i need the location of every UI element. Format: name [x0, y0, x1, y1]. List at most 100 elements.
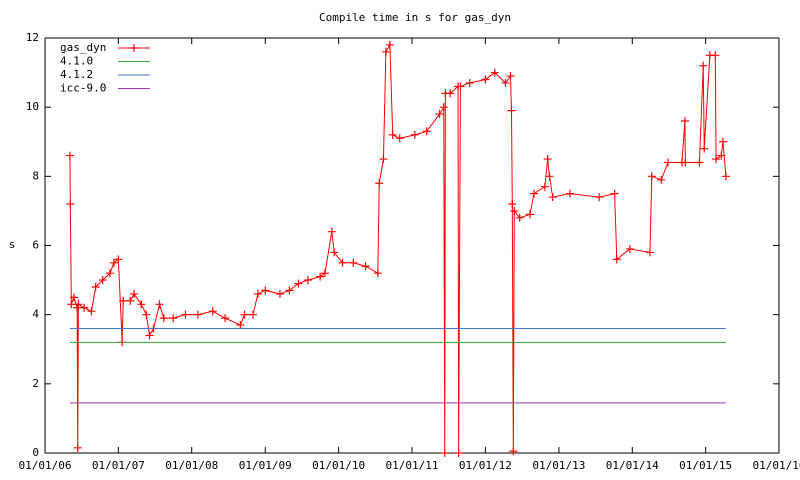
- legend-marker: [130, 44, 138, 52]
- point-marker: [507, 106, 516, 115]
- point-marker: [481, 75, 490, 84]
- point-marker: [440, 449, 449, 457]
- point-marker: [130, 289, 139, 298]
- point-marker: [261, 286, 270, 295]
- point-marker: [612, 255, 621, 264]
- point-marker: [375, 179, 384, 188]
- legend-label: gas_dyn: [60, 41, 106, 54]
- x-tick-label: 01/01/11: [386, 459, 439, 472]
- y-tick-label: 2: [32, 377, 39, 390]
- point-marker: [65, 151, 74, 160]
- point-marker: [109, 258, 118, 267]
- point-marker: [545, 172, 554, 181]
- point-marker: [105, 269, 114, 278]
- x-tick-label: 01/01/13: [532, 459, 585, 472]
- point-marker: [73, 303, 82, 312]
- point-marker: [253, 289, 262, 298]
- x-tick-label: 01/01/09: [239, 459, 292, 472]
- point-marker: [119, 296, 128, 305]
- point-marker: [465, 78, 474, 87]
- point-marker: [645, 248, 654, 257]
- legend-label: 4.1.2: [60, 68, 93, 81]
- point-marker: [98, 276, 107, 285]
- point-marker: [515, 213, 524, 222]
- point-marker: [126, 296, 135, 305]
- point-marker: [699, 61, 708, 70]
- point-marker: [410, 130, 419, 139]
- point-marker: [647, 172, 656, 181]
- point-marker: [91, 283, 100, 291]
- point-marker: [137, 300, 146, 309]
- point-marker: [548, 193, 557, 202]
- point-marker: [718, 137, 727, 146]
- point-marker: [80, 303, 89, 312]
- point-marker: [595, 193, 604, 202]
- y-tick-label: 10: [26, 100, 39, 113]
- point-marker: [381, 47, 390, 56]
- point-marker: [379, 155, 388, 164]
- point-marker: [543, 155, 552, 164]
- x-tick-label: 01/01/10: [312, 459, 365, 472]
- point-marker: [422, 127, 431, 136]
- point-marker: [142, 310, 151, 319]
- legend-label: 4.1.0: [60, 55, 93, 68]
- x-tick-label: 01/01/16: [753, 459, 800, 472]
- point-marker: [711, 51, 720, 60]
- point-marker: [700, 144, 709, 153]
- point-marker: [69, 293, 78, 302]
- point-marker: [303, 276, 312, 285]
- point-marker: [529, 189, 538, 198]
- point-marker: [208, 307, 217, 316]
- point-marker: [285, 286, 294, 295]
- point-marker: [717, 151, 726, 160]
- point-marker: [169, 314, 178, 323]
- x-tick-label: 01/01/07: [92, 459, 145, 472]
- point-marker: [388, 130, 397, 139]
- point-marker: [181, 310, 190, 319]
- point-marker: [657, 175, 666, 184]
- legend-label: icc-9.0: [60, 82, 106, 95]
- point-marker: [66, 200, 75, 208]
- point-marker: [395, 134, 404, 143]
- x-tick-label: 01/01/06: [19, 459, 72, 472]
- point-marker: [610, 189, 619, 198]
- point-marker: [73, 443, 82, 452]
- point-marker: [490, 68, 499, 77]
- point-marker: [316, 272, 325, 281]
- point-marker: [681, 158, 690, 167]
- point-marker: [446, 89, 455, 98]
- point-marker: [525, 210, 534, 219]
- point-marker: [664, 158, 673, 167]
- point-marker: [240, 310, 249, 319]
- y-axis-label: s: [9, 238, 16, 251]
- point-marker: [680, 117, 689, 125]
- y-tick-label: 0: [32, 446, 39, 459]
- x-tick-label: 01/01/08: [165, 459, 218, 472]
- point-marker: [338, 258, 347, 267]
- point-marker: [159, 314, 168, 323]
- plot-frame: [44, 37, 780, 454]
- point-marker: [87, 307, 96, 316]
- y-tick-label: 8: [32, 169, 39, 182]
- point-marker: [114, 255, 123, 264]
- point-marker: [540, 182, 549, 191]
- point-marker: [721, 172, 730, 181]
- point-marker: [145, 331, 154, 340]
- point-marker: [349, 258, 358, 267]
- y-tick-label: 12: [26, 31, 39, 44]
- point-marker: [193, 310, 202, 319]
- point-marker: [454, 449, 463, 457]
- point-marker: [294, 279, 303, 288]
- x-tick-label: 01/01/12: [459, 459, 512, 472]
- point-marker: [565, 189, 574, 198]
- point-marker: [510, 206, 519, 215]
- point-marker: [439, 103, 448, 112]
- point-marker: [74, 300, 83, 309]
- chart-title: Compile time in s for gas_dyn: [319, 11, 511, 24]
- point-marker: [320, 269, 329, 278]
- point-marker: [695, 158, 704, 167]
- y-tick-label: 6: [32, 239, 39, 252]
- point-marker: [373, 269, 382, 278]
